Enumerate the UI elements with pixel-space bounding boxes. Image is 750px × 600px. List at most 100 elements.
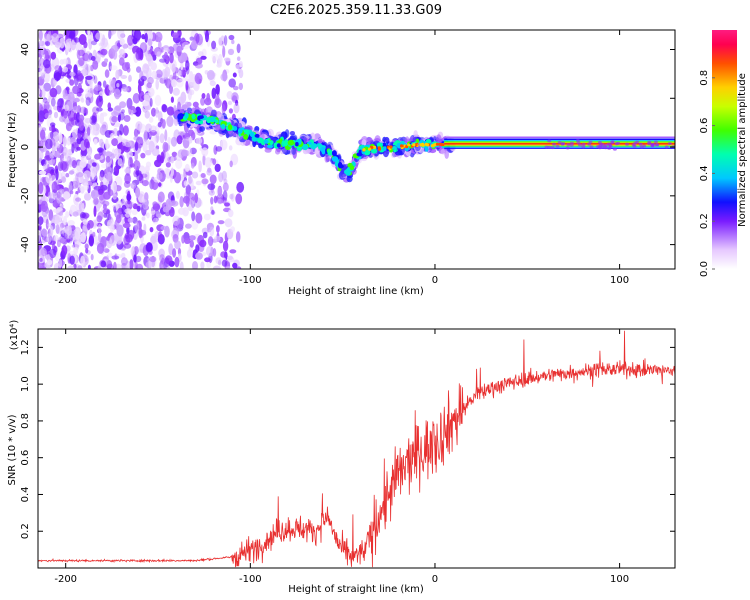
noise-mark [38,170,47,175]
noise-mark [138,227,143,239]
noise-mark [220,73,228,81]
noise-mark [57,98,64,108]
ridge-glow-mark [187,107,192,113]
noise-mark [165,78,172,89]
noise-mark [128,74,132,82]
noise-mark [49,248,57,259]
noise-mark [154,94,162,106]
snr-panel: -200 -100 0 100 0.2 0.4 0.6 0.8 1.0 1.2 Height o… [7,320,676,595]
noise-mark [159,58,167,63]
noise-mark [189,147,197,155]
noise-mark [73,246,79,255]
noise-mark [63,147,70,159]
noise-mark [220,139,228,151]
noise-mark [154,159,162,168]
noise-mark [73,97,80,103]
noise-mark [161,257,165,265]
noise-mark [43,59,51,69]
noise-mark [170,96,174,103]
tone-noise-mark [612,147,617,151]
noise-mark [185,60,190,71]
colorbar-ticks: 0.0 0.2 0.4 0.6 0.8 [699,70,715,277]
noise-mark [109,65,118,71]
ridge-glow-mark [413,130,418,138]
noise-mark [111,30,117,35]
noise-mark [67,110,76,122]
noise-mark [45,218,49,230]
noise-mark [40,147,45,154]
noise-mark [40,129,46,140]
y-tick-label: -40 [20,236,31,252]
noise-mark [174,256,180,268]
noise-mark [200,261,205,269]
noise-mark [149,227,154,233]
noise-mark [78,57,85,67]
noise-mark [133,254,137,263]
noise-mark [40,57,44,66]
noise-mark [121,138,127,147]
noise-mark [86,126,91,137]
y-tick-label: 0.8 [20,413,31,429]
tone-noise-mark [581,145,586,149]
noise-mark [141,180,149,187]
tone-noise-mark [631,143,636,147]
ridge-glow-mark [314,146,319,155]
noise-mark [227,100,233,106]
noise-mark [40,200,48,212]
noise-mark [180,42,184,51]
ridge-core-mark [184,112,189,119]
noise-mark [211,40,217,50]
noise-mark [62,89,68,97]
noise-mark [49,126,52,131]
noise-mark [194,62,203,69]
noise-mark [54,184,60,191]
ridge-core-mark [344,169,350,175]
noise-mark [229,249,237,254]
noise-mark [188,137,193,144]
tone-noise-mark [587,142,592,146]
snr-x-label: Height of straight line (km) [288,584,424,595]
noise-mark [81,202,85,212]
noise-mark [160,264,164,269]
noise-mark [122,43,129,49]
noise-mark [122,86,129,92]
spectrogram-y-label: Frequency (Hz) [7,112,18,188]
noise-mark [62,191,71,200]
figure-title: C2E6.2025.359.11.33.G09 [270,3,442,18]
noise-mark [100,184,108,191]
noise-mark [171,63,176,74]
ridge-glow-mark [215,124,221,132]
tone-noise-mark [664,145,669,149]
noise-mark [195,252,203,260]
noise-mark [185,187,191,199]
snr-marks [38,330,675,568]
noise-mark [182,137,190,149]
noise-mark [92,231,96,237]
colorbar-tick-label: 0.6 [699,118,710,134]
noise-mark [132,93,141,104]
noise-mark [113,261,117,269]
noise-mark [98,91,104,97]
noise-mark [179,77,187,82]
noise-mark [235,231,241,243]
noise-mark [62,58,69,65]
noise-mark [66,225,72,236]
noise-mark [57,192,63,200]
noise-mark [228,108,233,114]
noise-mark [65,173,70,178]
noise-mark [65,30,70,38]
colorbar-scale [712,30,737,269]
noise-mark [45,138,53,150]
noise-mark [73,254,79,265]
noise-mark [107,252,113,258]
noise-mark [236,56,241,61]
noise-mark [209,226,215,237]
noise-mark [204,257,211,263]
noise-mark [187,146,192,157]
noise-mark [128,156,133,169]
noise-mark [236,43,241,54]
noise-mark [81,131,85,137]
noise-mark [102,203,107,210]
noise-mark [148,116,154,123]
